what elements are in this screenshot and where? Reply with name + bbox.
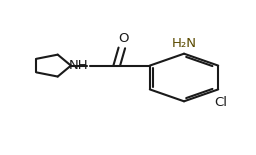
- Text: NH: NH: [69, 59, 89, 72]
- Text: H₂N: H₂N: [172, 37, 197, 50]
- Text: Cl: Cl: [214, 96, 227, 109]
- Text: O: O: [119, 32, 129, 44]
